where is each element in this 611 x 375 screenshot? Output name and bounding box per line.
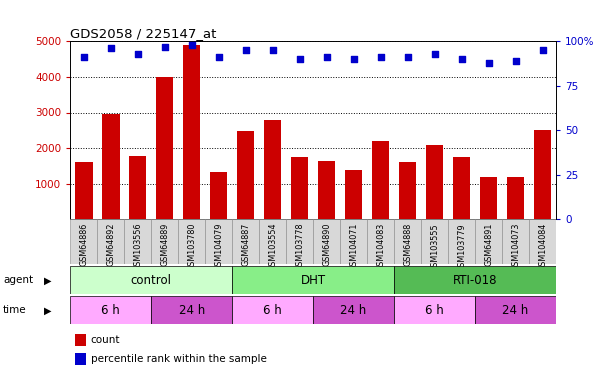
Text: GSM64892: GSM64892 [106,223,115,267]
Point [160,44,170,50]
Text: ▶: ▶ [45,275,52,285]
Text: 24 h: 24 h [502,304,529,317]
Text: control: control [131,274,172,287]
Bar [453,157,470,219]
Text: GSM103556: GSM103556 [133,223,142,272]
Bar [394,266,556,294]
Bar [475,219,502,264]
Point [241,47,251,53]
Text: GSM103778: GSM103778 [295,223,304,272]
Text: 6 h: 6 h [263,304,282,317]
Text: ▶: ▶ [45,305,52,315]
Point [349,56,359,62]
Bar [394,219,421,264]
Text: GSM103780: GSM103780 [187,223,196,272]
Text: GSM104084: GSM104084 [538,223,547,271]
Point [430,51,439,57]
Text: GSM104071: GSM104071 [349,223,358,272]
Bar [75,334,86,346]
Point [403,54,412,60]
Text: GSM104073: GSM104073 [511,223,520,272]
Point [511,58,521,64]
Text: RTI-018: RTI-018 [453,274,497,287]
Text: GSM104079: GSM104079 [214,223,223,272]
Bar [264,120,282,219]
Bar [156,77,174,219]
Text: GSM64886: GSM64886 [79,223,88,266]
Bar [152,296,232,324]
Point [538,47,547,53]
Point [133,51,142,57]
Bar [448,219,475,264]
Bar [70,296,152,324]
Point [295,56,304,62]
Point [322,54,332,60]
Bar [97,219,124,264]
Bar [475,296,556,324]
Bar [286,219,313,264]
Text: GSM64888: GSM64888 [403,223,412,266]
Point [79,54,89,60]
Bar [313,219,340,264]
Bar [507,177,524,219]
Text: count: count [90,335,120,345]
Bar [232,219,259,264]
Bar [529,219,556,264]
Bar [394,296,475,324]
Bar [426,145,444,219]
Text: GSM64890: GSM64890 [322,223,331,266]
Bar [421,219,448,264]
Point [456,56,466,62]
Text: 6 h: 6 h [425,304,444,317]
Text: GSM64887: GSM64887 [241,223,250,266]
Bar [318,161,335,219]
Bar [399,162,416,219]
Text: 24 h: 24 h [340,304,367,317]
Bar [205,219,232,264]
Bar [372,141,389,219]
Text: GSM103779: GSM103779 [457,223,466,272]
Bar [259,219,286,264]
Point [268,47,277,53]
Point [187,42,197,48]
Text: agent: agent [3,275,33,285]
Bar [232,266,394,294]
Text: time: time [3,305,27,315]
Text: GDS2058 / 225147_at: GDS2058 / 225147_at [70,27,217,40]
Bar [183,45,200,219]
Bar [291,157,309,219]
Bar [345,170,362,219]
Bar [502,219,529,264]
Bar [534,130,551,219]
Bar [340,219,367,264]
Bar [75,162,92,219]
Bar [237,131,254,219]
Text: GSM103555: GSM103555 [430,223,439,272]
Bar [70,266,232,294]
Bar [70,219,97,264]
Point [484,60,494,66]
Text: GSM104083: GSM104083 [376,223,385,271]
Text: GSM103554: GSM103554 [268,223,277,272]
Bar [480,177,497,219]
Bar [178,219,205,264]
Bar [75,352,86,364]
Text: 6 h: 6 h [101,304,120,317]
Point [376,54,386,60]
Text: GSM64891: GSM64891 [484,223,493,266]
Text: percentile rank within the sample: percentile rank within the sample [90,354,266,363]
Text: DHT: DHT [301,274,326,287]
Bar [210,172,227,219]
Bar [124,219,151,264]
Bar [367,219,394,264]
Point [106,45,115,51]
Text: 24 h: 24 h [178,304,205,317]
Text: GSM64889: GSM64889 [160,223,169,266]
Point [214,54,224,60]
Bar [232,296,313,324]
Bar [313,296,394,324]
Bar [129,156,147,219]
Bar [152,219,178,264]
Bar [102,114,120,219]
